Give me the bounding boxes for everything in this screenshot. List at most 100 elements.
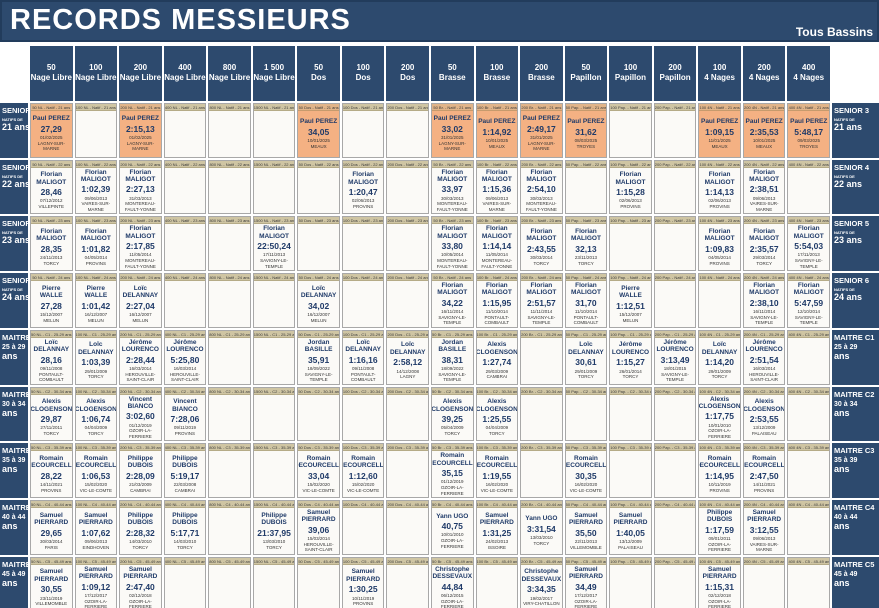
record-time: 2:28,09 — [125, 470, 155, 481]
row-header-right-senior-5: SENIOR 5 NATIFS DE 23 ans — [832, 216, 879, 271]
record-date: 22/11/2013 — [574, 538, 598, 544]
cell-event-tag: 50 Dos - Natif - 23 ans — [298, 217, 339, 225]
record-cell: 100 Pap. - Natif - 22 ans Florian MALIGOT… — [609, 159, 652, 215]
record-location: OZOIR-LA-FERRIERE — [708, 598, 731, 608]
cell-body: Florian MALIGOT 2:17,85 11/05/2014 MONTEREA… — [120, 224, 161, 270]
record-location: HEROUVILLE-SAINT-CLAIR — [169, 371, 200, 383]
swimmer-name: Philippe DUBOIS — [172, 511, 198, 527]
cell-body: Philippe DUBOIS 21:37,95 13/03/2010 TORCY — [254, 508, 295, 554]
column-header-50-pap-: 50 Papillon — [564, 46, 608, 101]
record-date: 01/12/2019 — [129, 422, 152, 428]
swimmer-name: Florian MALIGOT — [749, 282, 780, 297]
record-location: VIRY-CHATILLON — [523, 601, 560, 607]
cell-body — [165, 168, 206, 214]
record-date: 23/11/2013 — [574, 255, 598, 261]
cell-event-tag: 800 NL - Natif - 22 ans — [209, 160, 250, 168]
record-date: 05/04/2009 — [441, 425, 464, 431]
column-header-200-pap-: 200 Papillon — [653, 46, 697, 101]
cell-event-tag: 200 Dos - C4 - 40-44 ans — [387, 501, 428, 508]
record-date: 16/11/2014 — [441, 309, 464, 315]
column-header-200-4n: 200 4 Nages — [742, 46, 786, 101]
cell-event-tag: 200 4N - Natif - 21 ans — [743, 103, 785, 111]
record-time: 34,49 — [575, 581, 597, 592]
cell-event-tag: 100 Br. - Natif - 24 ans — [476, 274, 518, 281]
record-time: 2:38,51 — [749, 184, 779, 195]
cell-body — [655, 565, 696, 608]
cell-event-tag: 100 Br. - C5 - 45-49 ans — [476, 557, 518, 565]
cell-event-tag: 100 NL - C1 - 25-29 ans — [75, 330, 117, 338]
column-header-400-4n: 400 4 Nages — [787, 46, 830, 101]
cell-body: Paul PEREZ 34,05 10/01/2025 MEAUX — [298, 111, 339, 157]
record-date: 14/11/2021 — [753, 482, 776, 488]
record-cell: 200 Br. - C5 - 45-49 ans Christophe DESSE… — [520, 556, 563, 608]
cell-event-tag: 200 Dos - Natif - 23 ans — [387, 217, 428, 225]
record-date: 30/03/2014 — [40, 538, 63, 544]
swimmer-name: Romain DECOURCELLE — [476, 454, 518, 470]
cell-body: Samuel PIERRARD 1:15,31 02/12/2018 OZOIR-LA… — [699, 565, 740, 608]
cell-body: Florian MALIGOT 2:51,57 11/11/2014 SAVIGNY-… — [521, 281, 562, 327]
column-header-distance: 800 — [222, 63, 237, 73]
cell-event-tag: 50 NL - C2 - 30-34 ans — [31, 387, 72, 395]
pool-type-label: Tous Bassins — [795, 25, 873, 39]
row-age-unit: ans — [2, 407, 18, 418]
record-location: OZOIR-LA-FERRIERE — [708, 428, 731, 439]
cell-body: Florian MALIGOT 2:38,51 09/06/2013 VAIRES-S… — [744, 168, 785, 214]
cell-event-tag: 50 Br. - C2 - 30-34 ans — [432, 387, 473, 395]
record-date: 04/05/2014 — [84, 255, 108, 261]
column-header-stroke: Brasse — [438, 73, 466, 83]
record-location: MELUN — [87, 317, 104, 323]
record-location: OZOIR-LA-FERRIERE — [84, 598, 108, 608]
cell-body: Florian MALIGOT 33,80 10/05/2014 MONTEREAU-… — [432, 224, 473, 270]
cell-event-tag: 400 NL - C5 - 45-49 ans — [164, 557, 206, 565]
record-location: TORCY — [533, 260, 550, 266]
empty-cell: 100 Dos - Natif - 23 ans — [341, 216, 385, 271]
cell-event-tag: 400 4N - C5 - 45-49 ans — [788, 557, 829, 565]
column-header-distance: 1 500 — [264, 63, 285, 73]
row-header-right-senior-4: SENIOR 4 NATIFS DE 22 ans — [832, 159, 879, 215]
table-corner — [0, 46, 28, 101]
record-location: PALAISEAU — [618, 544, 643, 550]
record-time: 2:28,32 — [125, 527, 155, 538]
cell-event-tag: 400 NL - Natif - 21 ans — [164, 103, 206, 111]
empty-cell: 400 4N - C2 - 30-34 ans — [787, 386, 830, 442]
swimmer-name: Samuel PIERRARD — [346, 568, 381, 583]
row-age-range: 40 à 44 — [834, 514, 858, 521]
column-header-stroke: Brasse — [483, 73, 511, 83]
record-location: VAIRES-SUR-MARNE — [81, 201, 111, 212]
record-cell: 200 4N - Natif - 24 ans Florian MALIGOT 2:… — [742, 273, 786, 328]
swimmer-name: Romain DECOURCELLE — [565, 454, 607, 470]
record-date: 27/11/2011 — [40, 425, 63, 431]
swimmer-name: Loïc DELANNAY — [701, 341, 738, 356]
cell-body: Samuel PIERRARD 34,49 17/12/2017 OZOIR-LA-F… — [566, 565, 607, 608]
record-cell: 200 4N - Natif - 21 ans Paul PEREZ 2:35,53… — [742, 102, 786, 158]
row-age-unit: ans — [834, 577, 850, 588]
record-cell: 200 4N - Natif - 23 ans Florian MALIGOT 2:… — [742, 216, 786, 271]
cell-event-tag: 100 4N - C3 - 35-39 ans — [699, 444, 740, 452]
record-time: 2:35,57 — [749, 243, 779, 254]
record-location: LAGNY-SUR-MARNE — [37, 140, 65, 152]
cell-body: Romain DECOURCELLE2:47,5014/11/2021PROVI… — [744, 451, 785, 497]
cell-event-tag: 200 Br. - C4 - 40-44 ans — [521, 501, 562, 508]
cell-event-tag: 50 Br. - Natif - 24 ans — [432, 274, 473, 281]
cell-event-tag: 1500 NL - C2 - 30-34 ans — [253, 387, 295, 395]
empty-cell: 200 4N - C5 - 45-49 ans — [742, 556, 786, 608]
record-location: SAVIGNY-LE-TEMPLE — [260, 258, 288, 269]
cell-event-tag: 200 NL - C2 - 30-34 ans — [120, 387, 161, 395]
row-age-range: 35 à 39 — [2, 457, 26, 465]
cell-event-tag: 100 NL - Natif - 21 ans — [75, 103, 117, 111]
cell-event-tag: 400 NL - C4 - 40-44 ans — [164, 501, 206, 508]
cell-event-tag: 400 NL - C3 - 35-39 ans — [164, 444, 206, 452]
record-cell: 200 Br. - Natif - 21 ans Paul PEREZ 2:49,1… — [520, 102, 563, 158]
empty-cell: 50 Dos - Natif - 23 ans — [297, 216, 340, 271]
row-category-label: MAITRE C1 — [834, 332, 875, 342]
record-time: 28,16 — [40, 354, 62, 365]
cell-event-tag: 50 Br. - Natif - 22 ans — [432, 160, 473, 168]
empty-cell: 400 NL - Natif - 23 ans — [163, 216, 207, 271]
record-date: 30/03/2013 — [441, 195, 464, 201]
cell-event-tag: 200 NL - Natif - 24 ans — [120, 274, 161, 281]
cell-body — [610, 111, 651, 157]
record-time: 28,35 — [40, 243, 62, 254]
record-time: 5:25,80 — [170, 354, 200, 365]
record-time: 1:14,20 — [705, 357, 735, 368]
